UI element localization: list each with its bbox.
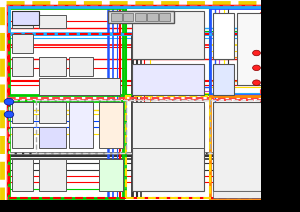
- Bar: [8, 6, 261, 98]
- Bar: [99, 102, 123, 148]
- Bar: [261, 0, 300, 212]
- Bar: [132, 11, 204, 59]
- Bar: [123, 13, 134, 21]
- Circle shape: [4, 98, 14, 105]
- Bar: [99, 159, 123, 191]
- Bar: [39, 78, 120, 95]
- Bar: [12, 11, 33, 28]
- Bar: [9, 7, 270, 34]
- Circle shape: [253, 65, 260, 71]
- Bar: [9, 8, 123, 95]
- Bar: [39, 15, 66, 28]
- Bar: [12, 34, 33, 53]
- Bar: [210, 8, 270, 95]
- Circle shape: [253, 80, 260, 85]
- Bar: [132, 64, 204, 95]
- Circle shape: [253, 50, 260, 56]
- Bar: [39, 127, 66, 148]
- Bar: [126, 100, 210, 153]
- Bar: [108, 11, 174, 23]
- Bar: [9, 101, 123, 198]
- Bar: [9, 100, 270, 153]
- Bar: [126, 8, 210, 95]
- Bar: [9, 34, 270, 198]
- Bar: [12, 57, 33, 76]
- Bar: [8, 100, 261, 204]
- Bar: [36, 100, 120, 153]
- Bar: [213, 64, 234, 95]
- Bar: [213, 13, 234, 59]
- Bar: [132, 102, 204, 148]
- Bar: [210, 96, 270, 198]
- Bar: [12, 127, 33, 148]
- Bar: [159, 13, 169, 21]
- Bar: [126, 96, 210, 198]
- Bar: [135, 13, 146, 21]
- Bar: [213, 102, 267, 191]
- Bar: [39, 57, 66, 76]
- Bar: [237, 13, 267, 85]
- Bar: [213, 191, 267, 198]
- Bar: [0, 200, 300, 212]
- Bar: [111, 13, 122, 21]
- Bar: [12, 11, 39, 25]
- Bar: [132, 106, 204, 191]
- Circle shape: [4, 111, 14, 118]
- Bar: [69, 57, 93, 76]
- Bar: [12, 102, 33, 123]
- Bar: [12, 159, 33, 191]
- Bar: [147, 13, 158, 21]
- Bar: [69, 102, 93, 148]
- Bar: [39, 102, 66, 123]
- Bar: [39, 159, 66, 191]
